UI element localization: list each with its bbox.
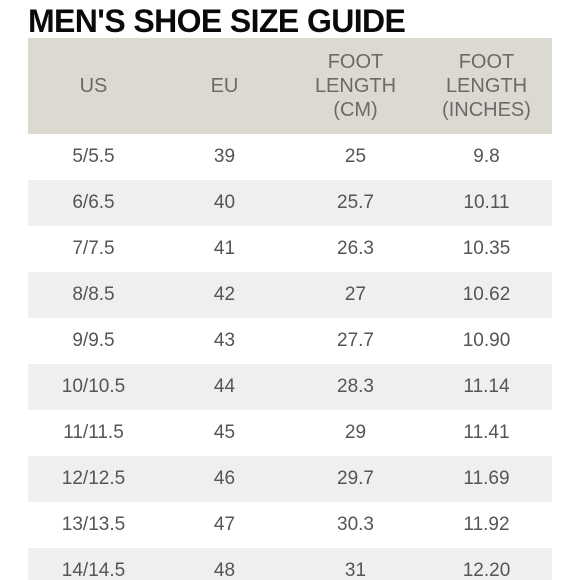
cell-eu: 40 xyxy=(213,192,236,213)
cell-cm: 27 xyxy=(344,284,367,305)
table-row: 5/5.5 39 25 9.8 xyxy=(28,134,552,180)
table-header-row: US EU FOOT LENGTH (CM) FOOT LENGTH (INCH… xyxy=(28,38,552,134)
cell-us: 10/10.5 xyxy=(61,376,126,397)
cell-us: 12/12.5 xyxy=(61,468,126,489)
cell-cm: 29 xyxy=(344,422,367,443)
cell-eu: 42 xyxy=(213,284,236,305)
table-row: 11/11.5 45 29 11.41 xyxy=(28,410,552,456)
cell-cm: 25 xyxy=(344,146,367,167)
size-table: US EU FOOT LENGTH (CM) FOOT LENGTH (INCH… xyxy=(28,38,552,580)
header-cm-line-1: FOOT xyxy=(327,51,384,73)
cell-us: 11/11.5 xyxy=(63,422,124,443)
cell-us: 14/14.5 xyxy=(61,560,126,580)
cell-inches: 11.69 xyxy=(463,468,510,489)
header-foot-length-inches: FOOT LENGTH (INCHES) xyxy=(421,50,552,122)
cell-eu: 43 xyxy=(213,330,236,351)
table-row: 8/8.5 42 27 10.62 xyxy=(28,272,552,318)
header-in-line-2: LENGTH xyxy=(445,75,528,97)
cell-us: 6/6.5 xyxy=(72,192,115,213)
cell-cm: 26.3 xyxy=(337,238,374,259)
cell-us: 13/13.5 xyxy=(61,514,126,535)
cell-eu: 44 xyxy=(213,376,236,397)
cell-eu: 46 xyxy=(213,468,236,489)
cell-cm: 28.3 xyxy=(337,376,374,397)
header-eu: EU xyxy=(159,74,290,98)
header-foot-length-cm: FOOT LENGTH (CM) xyxy=(290,50,421,122)
cell-cm: 25.7 xyxy=(337,192,374,213)
table-row: 12/12.5 46 29.7 11.69 xyxy=(28,456,552,502)
cell-cm: 27.7 xyxy=(337,330,374,351)
header-eu-line: EU xyxy=(210,75,239,97)
cell-us: 5/5.5 xyxy=(72,146,115,167)
cell-inches: 11.14 xyxy=(463,376,510,397)
cell-cm: 29.7 xyxy=(337,468,374,489)
cell-cm: 30.3 xyxy=(337,514,374,535)
header-us: US xyxy=(28,74,159,98)
cell-inches: 9.8 xyxy=(473,146,500,167)
cell-us: 7/7.5 xyxy=(72,238,115,259)
table-row: 9/9.5 43 27.7 10.90 xyxy=(28,318,552,364)
header-cm-line-3: (CM) xyxy=(333,99,378,121)
cell-eu: 41 xyxy=(213,238,236,259)
table-row: 10/10.5 44 28.3 11.14 xyxy=(28,364,552,410)
cell-inches: 11.92 xyxy=(463,514,510,535)
header-cm-line-2: LENGTH xyxy=(314,75,397,97)
header-in-line-1: FOOT xyxy=(458,51,515,73)
table-row: 7/7.5 41 26.3 10.35 xyxy=(28,226,552,272)
cell-inches: 11.41 xyxy=(463,422,510,443)
cell-inches: 12.20 xyxy=(462,560,511,580)
table-row: 13/13.5 47 30.3 11.92 xyxy=(28,502,552,548)
cell-eu: 45 xyxy=(213,422,236,443)
page-title: MEN'S SHOE SIZE GUIDE xyxy=(28,3,406,39)
header-in-line-3: (INCHES) xyxy=(442,99,531,121)
cell-cm: 31 xyxy=(344,560,367,580)
cell-inches: 10.90 xyxy=(462,330,511,351)
cell-us: 8/8.5 xyxy=(72,284,115,305)
cell-us: 9/9.5 xyxy=(72,330,115,351)
cell-eu: 47 xyxy=(213,514,236,535)
cell-inches: 10.35 xyxy=(462,238,511,259)
cell-inches: 10.11 xyxy=(463,192,510,213)
table-row: 14/14.5 48 31 12.20 xyxy=(28,548,552,580)
cell-eu: 48 xyxy=(213,560,236,580)
cell-inches: 10.62 xyxy=(462,284,511,305)
table-row: 6/6.5 40 25.7 10.11 xyxy=(28,180,552,226)
header-us-line: US xyxy=(79,75,108,97)
cell-eu: 39 xyxy=(213,146,236,167)
